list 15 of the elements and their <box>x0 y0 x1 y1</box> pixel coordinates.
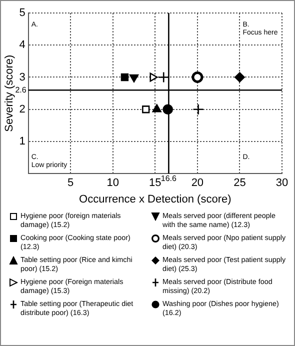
x-axis-title: Occurrence x Detection (score) <box>79 193 232 206</box>
x-tick-label: 10 <box>106 177 120 190</box>
y-tick-label: 2 <box>19 103 26 116</box>
x-tick-label: 5 <box>68 177 74 190</box>
ref-line-label: 16.6 <box>160 174 178 183</box>
x-tick-label: 20 <box>191 177 204 190</box>
y-tick-label: 1 <box>19 136 26 148</box>
y-axis-title: Severity (score) <box>4 54 16 132</box>
x-tick-label: 30 <box>276 177 288 190</box>
x-tick-label: 15 <box>149 177 162 190</box>
y-tick-label: 5 <box>19 7 26 20</box>
y-tick-label: 3 <box>19 71 26 84</box>
x-tick-label: 25 <box>234 177 246 190</box>
ref-line-label: 2.6 <box>15 85 27 94</box>
y-tick-label: 4 <box>19 39 26 52</box>
